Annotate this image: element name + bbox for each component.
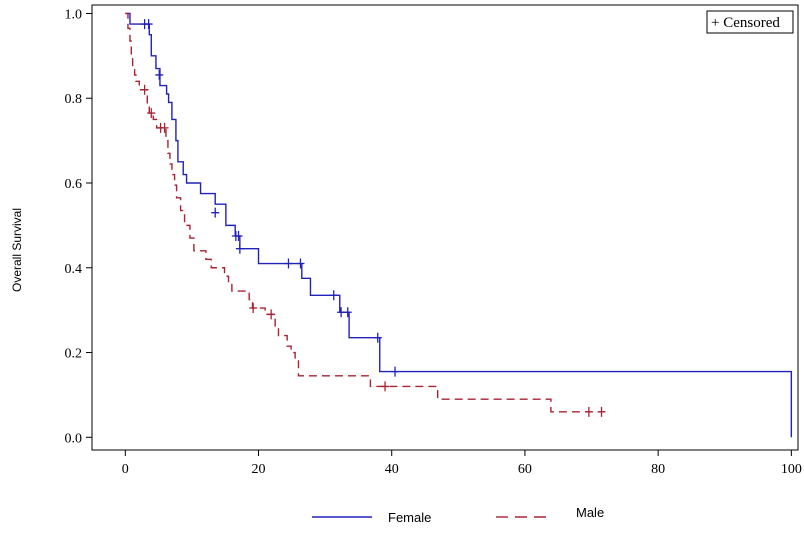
series-layer: [125, 12, 793, 438]
x-tick-label: 100: [781, 462, 802, 477]
female-censor-mark: [284, 258, 293, 269]
female-censor-mark: [329, 290, 338, 301]
y-axis: 0.0 0.2 0.4 0.6 0.8 1.0: [65, 7, 92, 446]
censor-legend-text: + Censored: [711, 15, 780, 31]
x-tick-label: 0: [122, 462, 129, 477]
y-tick-label: 0.0: [65, 431, 83, 446]
female-censor-mark: [391, 366, 400, 377]
male-censor-mark: [147, 108, 156, 119]
y-tick-label: 0.2: [65, 347, 83, 362]
y-tick-label: 0.8: [65, 92, 83, 107]
x-tick-label: 20: [252, 462, 266, 477]
legend-female-label: Female: [388, 510, 431, 525]
female-censor-mark: [234, 230, 243, 241]
series-legend: Female Male: [312, 505, 604, 525]
female-censor-mark: [144, 19, 153, 30]
censor-legend-box: [706, 10, 794, 34]
x-axis: 0 20 40 60 80 100: [122, 450, 802, 477]
y-tick-label: 0.4: [65, 262, 83, 277]
male-censor-mark: [160, 122, 169, 133]
male-survival-curve: [125, 12, 605, 413]
censor-legend: + Censored: [706, 10, 794, 34]
male-censor-mark: [597, 406, 606, 417]
y-tick-label: 1.0: [65, 7, 83, 22]
legend-male-label: Male: [576, 505, 604, 520]
y-axis-label: Overall Survival: [10, 208, 24, 292]
female-censor-mark: [155, 69, 164, 80]
male-censor-mark: [249, 303, 258, 314]
female-censor-mark: [211, 207, 220, 218]
male-censor-mark: [267, 309, 276, 320]
male-censor-mark: [381, 381, 390, 392]
x-tick-label: 60: [518, 462, 532, 477]
y-tick-label: 0.6: [65, 177, 83, 192]
female-survival-curve: [125, 12, 793, 438]
female-censor-mark: [373, 332, 382, 343]
female-censor-mark: [296, 258, 305, 269]
female-censor-mark: [343, 307, 352, 318]
x-tick-label: 80: [651, 462, 665, 477]
male-censor-mark: [584, 406, 593, 417]
male-censor-mark: [140, 84, 149, 95]
plot-frame: [91, 4, 799, 451]
x-tick-label: 40: [385, 462, 399, 477]
female-censor-mark: [235, 243, 244, 254]
